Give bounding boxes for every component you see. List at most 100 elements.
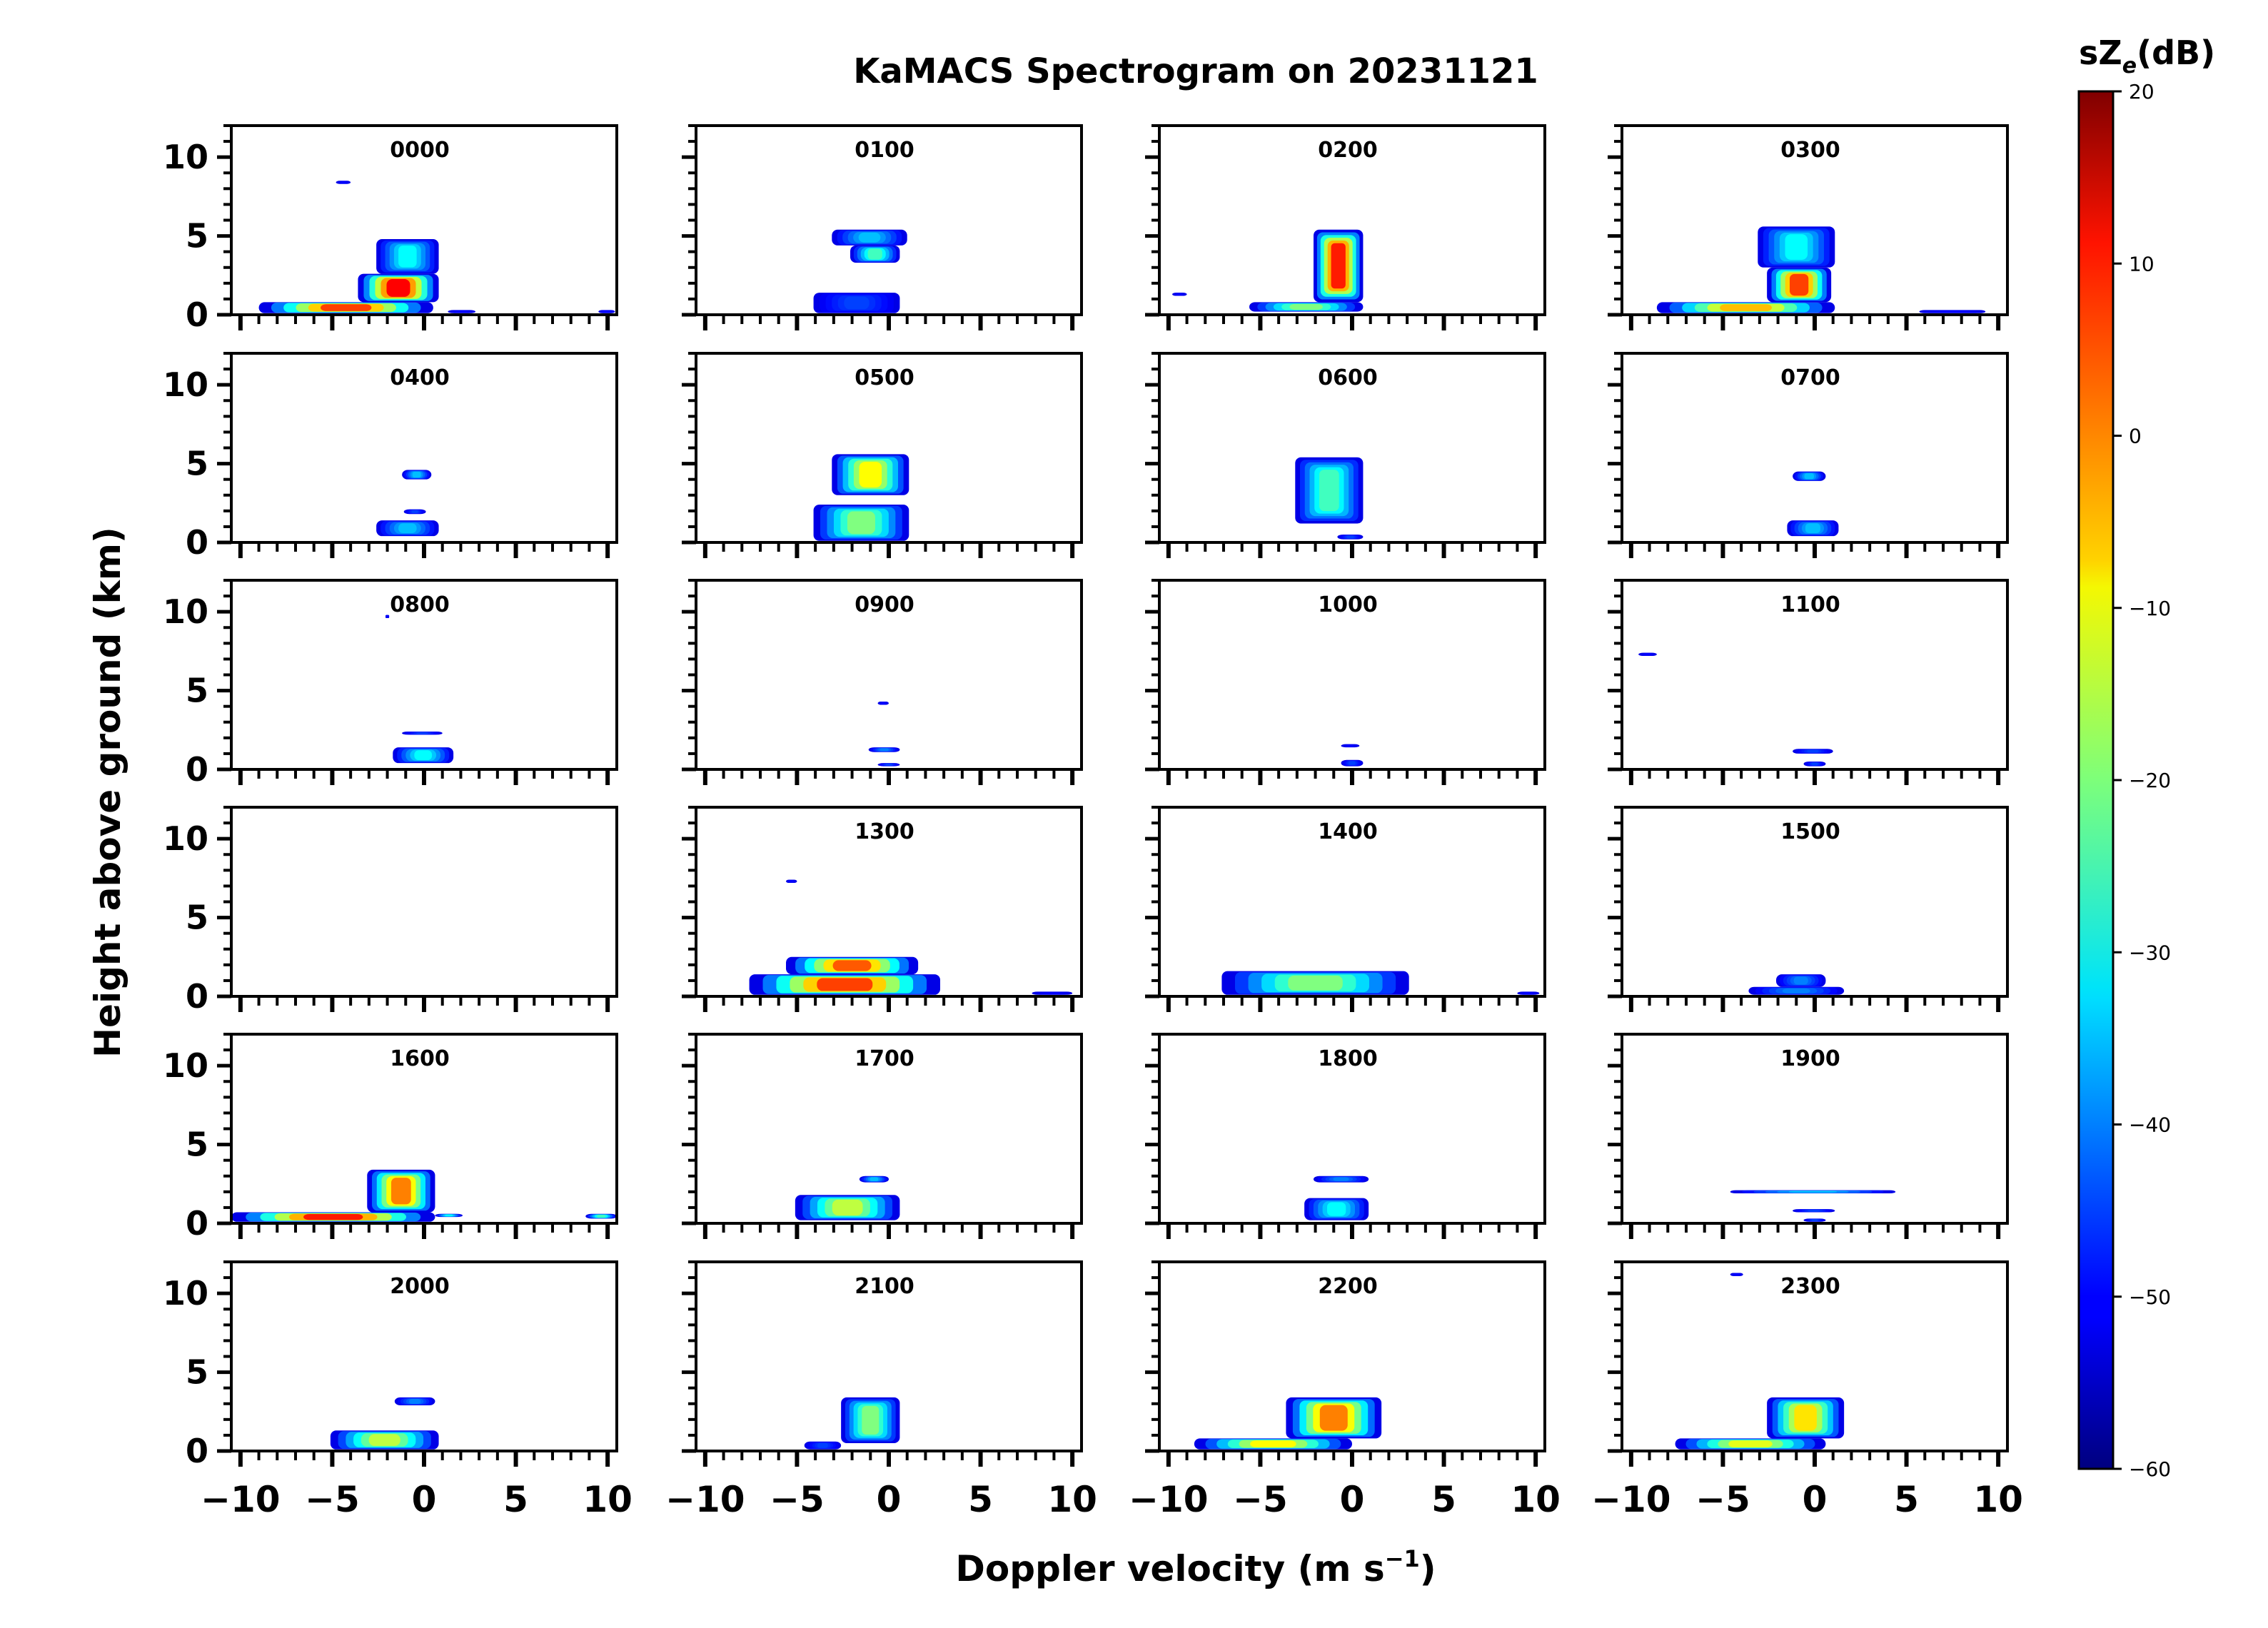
x-tick-label: 0	[1340, 1479, 1365, 1520]
panel: 0 5 10	[163, 806, 618, 1016]
echo-core	[1331, 243, 1346, 289]
panel: 0600	[1145, 352, 1546, 558]
panel-background	[1159, 580, 1545, 769]
echo-patch	[804, 1441, 842, 1450]
echo-patch	[877, 763, 900, 767]
x-axis-label: Doppler velocity (m s−1)	[955, 1545, 1436, 1589]
colorbar-tick-label: 20	[2129, 80, 2154, 103]
y-tick-label: 5	[186, 445, 208, 483]
echo-patch	[1730, 1190, 1896, 1194]
echo-core	[321, 304, 372, 311]
x-tick-label: 0	[412, 1479, 437, 1520]
y-tick-label: 10	[163, 138, 208, 176]
panel-time-label: 2300	[1780, 1274, 1840, 1299]
y-tick-label: 0	[186, 295, 208, 334]
x-tick-label: −10	[201, 1479, 280, 1520]
panel-background	[1622, 580, 2007, 769]
panel: 2000 0 5 10 −10 −5 0 5 10	[163, 1260, 632, 1520]
colorbar-label-sub: e	[2122, 54, 2137, 79]
echo-core	[398, 523, 417, 534]
echo-patch	[394, 1397, 435, 1405]
panel-time-label: 0800	[390, 592, 450, 617]
echo-core	[416, 732, 428, 734]
panel: 0500	[682, 352, 1083, 558]
y-tick-label: 10	[163, 1274, 208, 1313]
panel: 0100	[682, 124, 1083, 330]
panel-time-label: 1400	[1318, 819, 1378, 844]
echo-core	[1790, 273, 1809, 296]
x-tick-label: 5	[503, 1479, 528, 1520]
echo-patch	[1758, 226, 1835, 268]
panel: 2100 −10 −5 0 5 10	[665, 1260, 1097, 1520]
echo-patch	[841, 1397, 900, 1443]
y-tick-label: 5	[186, 1126, 208, 1164]
panel-time-label: 0100	[855, 138, 914, 163]
x-axis-label-exponent: −1	[1385, 1545, 1420, 1572]
echo-patch	[859, 1176, 889, 1183]
echo-patch	[1803, 761, 1826, 767]
x-tick-label: 10	[1511, 1479, 1561, 1520]
echo-core	[847, 511, 875, 535]
x-tick-label: −10	[1129, 1479, 1208, 1520]
echo-core	[867, 248, 882, 260]
echo-core	[862, 1405, 880, 1435]
echo-patch	[877, 702, 889, 705]
colorbar-tick-label: −50	[2129, 1285, 2171, 1309]
echo-patch	[367, 1169, 435, 1213]
panel: 0700	[1608, 352, 2009, 558]
echo-patch	[1517, 991, 1540, 995]
echo-patch	[376, 239, 439, 274]
echo-patch	[1304, 1198, 1369, 1220]
x-axis-label-close: )	[1420, 1548, 1436, 1589]
y-tick-label: 10	[163, 1046, 208, 1085]
echo-core	[1347, 744, 1354, 747]
echo-core	[596, 1214, 606, 1218]
panel: 1000	[1145, 579, 1546, 785]
echo-patch	[1638, 652, 1657, 656]
x-tick-label: −5	[1233, 1479, 1288, 1520]
x-tick-label: 10	[1973, 1479, 2023, 1520]
panel: 1500	[1608, 806, 2009, 1012]
echo-core	[1333, 1177, 1349, 1181]
panel-background	[1622, 807, 2007, 996]
echo-patch	[258, 302, 433, 313]
echo-patch	[402, 732, 443, 735]
echo-core	[1794, 1405, 1817, 1431]
colorbar-label: sZe(dB)	[2079, 34, 2215, 79]
panel-background	[1622, 353, 2007, 542]
x-tick-label: 5	[1431, 1479, 1456, 1520]
panel: 0900	[682, 579, 1083, 785]
chart-title: KaMACS Spectrogram on 20231121	[853, 51, 1538, 91]
y-tick-label: 0	[186, 1204, 208, 1243]
echo-patch	[1341, 744, 1360, 748]
y-tick-label: 0	[186, 977, 208, 1016]
echo-patch	[1314, 1176, 1369, 1183]
colorbar-tick-label: 0	[2129, 425, 2142, 448]
echo-core	[1811, 762, 1818, 766]
echo-patch	[358, 273, 439, 303]
echo-core	[832, 1199, 863, 1215]
panel-time-label: 0200	[1318, 138, 1378, 163]
y-tick-label: 0	[186, 1432, 208, 1470]
panel-time-label: 0400	[390, 365, 450, 390]
echo-patch	[403, 509, 426, 515]
echo-core	[1942, 310, 1962, 313]
echo-core	[817, 978, 873, 991]
panel: 0200	[1145, 124, 1546, 330]
panel-background	[696, 1034, 1082, 1223]
panel-background	[696, 580, 1082, 769]
panel-time-label: 1300	[855, 819, 914, 844]
echo-patch	[813, 505, 909, 541]
echo-core	[386, 615, 388, 618]
x-tick-label: 10	[1047, 1479, 1097, 1520]
echo-core	[1046, 992, 1059, 994]
panel-time-label: 2200	[1318, 1274, 1378, 1299]
panel: 0400 0 5 10	[163, 352, 618, 562]
x-tick-label: −10	[1591, 1479, 1670, 1520]
echo-patch	[1748, 986, 1845, 995]
x-tick-label: 5	[1894, 1479, 1919, 1520]
colorbar-tick-label: −40	[2129, 1113, 2171, 1137]
echo-patch	[1194, 1438, 1352, 1450]
panel: 1400	[1145, 806, 1546, 1012]
